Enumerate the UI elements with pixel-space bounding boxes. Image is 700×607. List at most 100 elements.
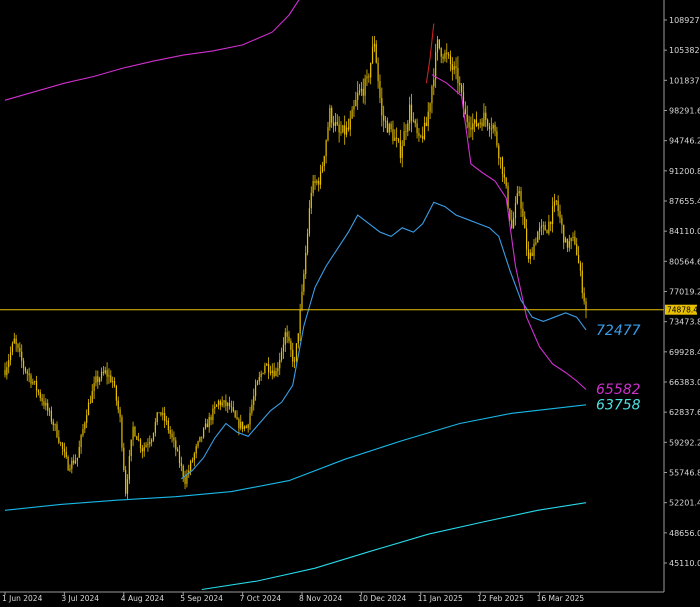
candle-body — [151, 439, 153, 443]
candle-body — [195, 446, 197, 454]
x-tick-label: 11 Jan 2025 — [418, 594, 463, 603]
candle-body — [121, 416, 123, 448]
candle-body — [173, 437, 175, 441]
candle-body — [160, 412, 162, 415]
candle-body — [370, 63, 372, 78]
candle-body — [119, 409, 121, 417]
y-tick-label: 45110.00 — [669, 559, 700, 568]
candle-body — [498, 145, 500, 159]
candle-body — [461, 85, 463, 93]
y-tick-label: 94746.20 — [669, 137, 700, 146]
candle-body — [518, 191, 520, 194]
candle-body — [254, 384, 257, 397]
x-tick-label: 3 Jul 2024 — [61, 594, 99, 603]
y-tick-label: 48656.00 — [669, 529, 700, 538]
candle-body — [58, 437, 60, 443]
candle-body — [429, 103, 431, 112]
candle-body — [381, 98, 383, 116]
candle-body — [505, 177, 507, 187]
candle-body — [397, 138, 400, 141]
candle-body — [305, 252, 307, 274]
candle-body — [214, 406, 216, 409]
candle-body — [410, 104, 413, 121]
candle-body — [8, 360, 10, 368]
candle-body — [143, 447, 145, 452]
candle-body — [351, 109, 353, 119]
y-tick-label: 98291.60 — [669, 106, 700, 115]
candle-body — [147, 443, 149, 445]
candles-layer — [4, 35, 587, 500]
y-tick-label: 80564.60 — [669, 257, 700, 266]
candle-body — [251, 404, 253, 413]
candle-body — [145, 444, 147, 448]
candle-body — [321, 166, 324, 172]
y-tick-label: 77019.20 — [669, 287, 700, 296]
candle-body — [82, 428, 84, 436]
candle-body — [557, 200, 559, 212]
candle-body — [275, 371, 277, 377]
candle-body — [501, 157, 504, 175]
candle-body — [193, 453, 195, 461]
annotation-label: 65582 — [596, 382, 641, 398]
candle-body — [61, 443, 64, 449]
candle-body — [37, 390, 40, 393]
candle-body — [325, 140, 327, 157]
candle-body — [453, 66, 455, 70]
candle-body — [110, 375, 112, 382]
candle-body — [514, 203, 517, 219]
candle-body — [579, 263, 582, 271]
y-tick-label: 101837.00 — [669, 76, 700, 85]
candle-body — [69, 468, 71, 471]
candle-body — [312, 181, 314, 193]
candle-body — [355, 99, 357, 107]
candle-body — [206, 423, 208, 428]
candle-body — [412, 120, 414, 122]
candle-body — [204, 423, 207, 429]
candle-body — [219, 401, 221, 406]
candle-body — [162, 413, 164, 415]
y-tick-label: 69928.40 — [669, 348, 700, 357]
series-line-5 — [4, 404, 587, 511]
candle-body — [188, 470, 190, 475]
candle-body — [457, 67, 459, 84]
y-tick-label: 108927.80 — [669, 16, 700, 25]
candle-body — [507, 186, 509, 209]
candle-body — [420, 135, 422, 137]
candle-body — [403, 131, 405, 146]
candle-body — [138, 439, 140, 441]
candle-body — [87, 402, 90, 416]
x-tick-label: 1 Jun 2024 — [2, 594, 43, 603]
candle-body — [134, 426, 136, 437]
candle-body — [409, 104, 411, 124]
candle-body — [292, 349, 294, 362]
candle-body — [475, 119, 478, 127]
candle-body — [241, 421, 244, 429]
candle-body — [63, 448, 65, 452]
candle-body — [295, 343, 298, 361]
candle-body — [126, 479, 129, 494]
candle-body — [52, 421, 54, 426]
candle-body — [585, 301, 587, 310]
candle-body — [440, 48, 442, 57]
candle-body — [156, 412, 158, 423]
candle-body — [468, 121, 470, 128]
candle-body — [232, 407, 234, 412]
y-tick-label: 66383.00 — [669, 378, 700, 387]
candle-body — [546, 230, 548, 234]
candle-body — [11, 343, 14, 353]
candle-body — [221, 402, 223, 406]
candle-body — [405, 131, 407, 133]
candle-body — [344, 125, 346, 135]
candle-body — [113, 381, 116, 387]
candle-body — [401, 145, 403, 158]
candle-body — [566, 238, 569, 248]
candle-body — [123, 447, 125, 471]
candle-body — [171, 433, 173, 438]
candle-body — [149, 442, 151, 444]
candle-body — [500, 157, 502, 159]
candle-body — [362, 88, 364, 96]
annotation-label: 63758 — [596, 397, 641, 413]
candle-body — [416, 123, 418, 134]
candle-body — [21, 351, 23, 361]
